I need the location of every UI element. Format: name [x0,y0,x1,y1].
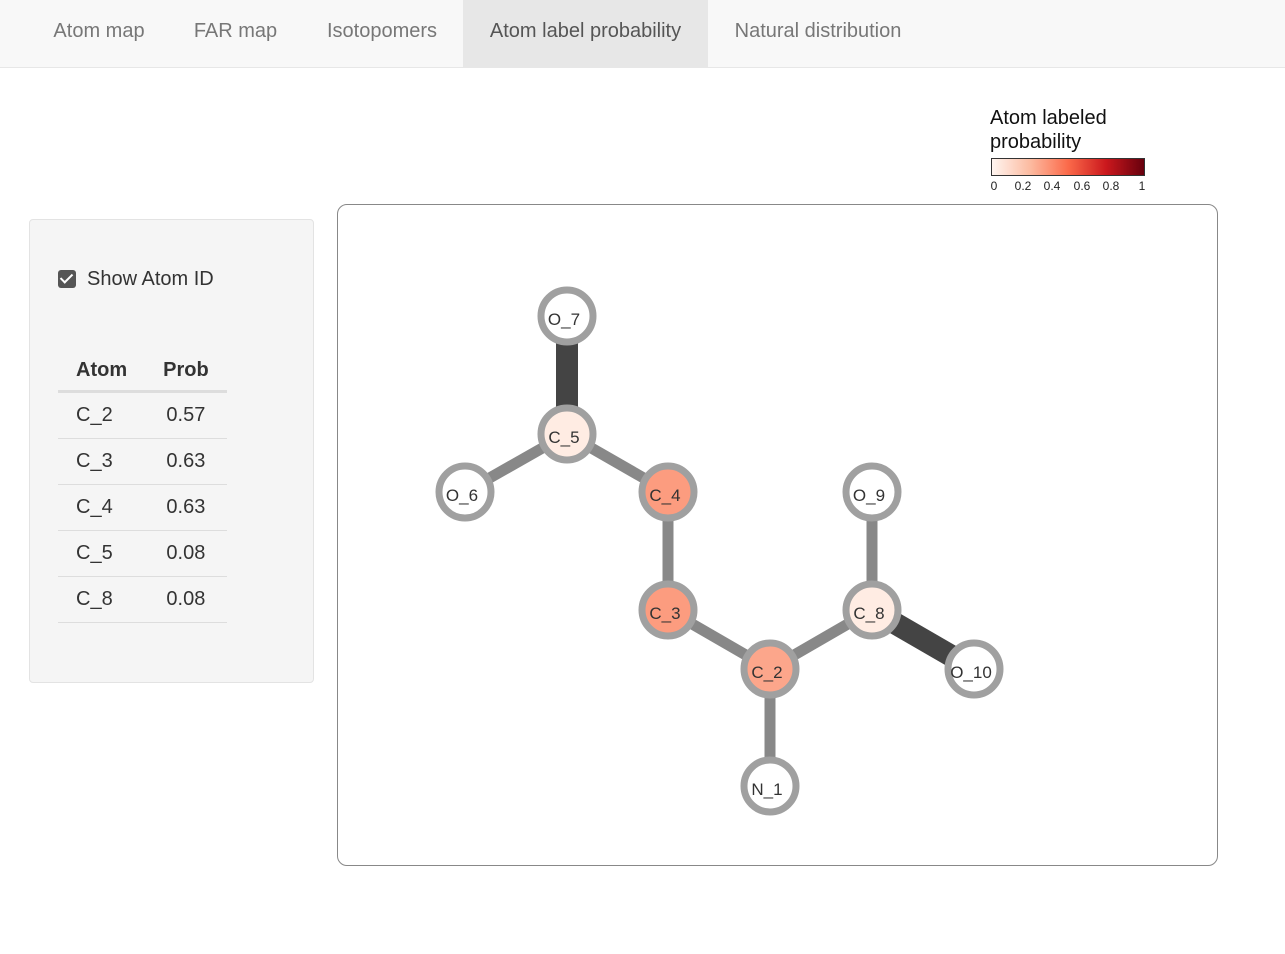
atom-circle[interactable] [944,639,1004,699]
table-row: C_5 0.08 [58,530,227,577]
atom-label: C_2 [751,663,782,682]
atom-node-c_3[interactable]: C_3 [638,580,698,640]
column-header-prob: Prob [145,350,227,393]
atom-label: N_1 [751,780,782,799]
atom-label: O_9 [853,486,885,505]
legend-tick: 1 [1138,179,1146,193]
atom-node-o_6[interactable]: O_6 [435,462,495,522]
atom-node-o_10[interactable]: O_10 [944,639,1004,699]
cell-prob: 0.63 [145,438,227,485]
atom-node-o_9[interactable]: O_9 [842,462,902,522]
cell-atom: C_5 [58,530,146,577]
atom-label: O_6 [446,486,478,505]
tab-far-map[interactable]: FAR map [193,20,278,42]
atom-node-n_1[interactable]: N_1 [740,756,800,816]
tab-natural-distribution[interactable]: Natural distribution [734,20,902,42]
cell-prob: 0.57 [145,391,227,439]
legend-ticks: 0 0.2 0.4 0.6 0.8 1 [990,176,1160,193]
atom-node-o_7[interactable]: O_7 [537,286,597,346]
legend-tick: 0.8 [1102,179,1120,193]
atom-circle[interactable] [537,404,597,464]
cell-atom: C_4 [58,484,146,531]
atom-label: C_4 [649,486,680,505]
molecule-plot-frame[interactable] [337,204,1218,866]
column-header-atom: Atom [58,350,146,393]
atom-node-c_4[interactable]: C_4 [638,462,698,522]
table-row: C_2 0.57 [58,391,227,439]
atom-node-c_8[interactable]: C_8 [842,580,902,640]
legend-title-line1: Atom labeled [990,107,1107,129]
legend-tick: 0.4 [1043,179,1061,193]
atom-node-c_5[interactable]: C_5 [537,404,597,464]
side-panel: Show Atom ID Atom Prob C_2 0.57 C_3 0.63… [29,219,314,683]
cell-atom: C_2 [58,391,146,439]
table-row: C_3 0.63 [58,438,227,485]
legend-tick: 0.2 [1014,179,1032,193]
bond-layer [462,316,980,786]
show-atom-id-label[interactable]: Show Atom ID [87,267,214,290]
show-atom-id-row[interactable]: Show Atom ID [58,267,214,291]
cell-atom: C_3 [58,438,146,485]
atom-circle[interactable] [842,580,902,640]
atom-circle[interactable] [740,756,800,816]
tab-atom-map[interactable]: Atom map [53,20,145,42]
table-row: C_8 0.08 [58,576,227,623]
table-row: C_4 0.63 [58,484,227,531]
legend-gradient-bar [991,158,1145,176]
atom-circle[interactable] [638,462,698,522]
show-atom-id-checkbox[interactable] [58,270,76,288]
cell-atom: C_8 [58,576,146,623]
table-header-row: Atom Prob [58,350,227,393]
tab-isotopomers[interactable]: Isotopomers [326,20,438,42]
tab-bar: Atom map FAR map Isotopomers Atom label … [0,0,1285,68]
cell-prob: 0.08 [145,530,227,577]
atom-circle[interactable] [638,580,698,640]
atom-node-c_2[interactable]: C_2 [740,639,800,699]
atom-label: C_5 [548,428,579,447]
atom-label: C_8 [853,604,884,623]
legend-tick: 0.6 [1073,179,1091,193]
atom-label: C_3 [649,604,680,623]
legend-tick: 0 [990,179,998,193]
cell-prob: 0.63 [145,484,227,531]
atom-circle[interactable] [537,286,597,346]
atom-circle[interactable] [740,639,800,699]
atom-circle[interactable] [435,462,495,522]
color-legend: Atom labeled probability 0 0.2 0.4 0.6 0… [990,106,1170,193]
tab-atom-label-probability[interactable]: Atom label probability [463,0,708,68]
atom-layer: O_7 C_5 O_6 C_4 C_3 C_2 C_8 O_9 O_10 N_1 [435,286,1004,816]
atom-probability-table: Atom Prob C_2 0.57 C_3 0.63 C_4 0.63 C_5… [58,350,227,623]
legend-title-line2: probability [990,131,1082,153]
cell-prob: 0.08 [145,576,227,623]
atom-label: O_7 [548,310,580,329]
atom-circle[interactable] [842,462,902,522]
atom-label: O_10 [950,663,992,682]
